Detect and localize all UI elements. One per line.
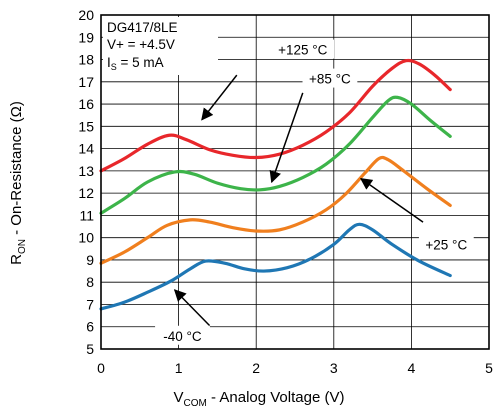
x-axis-label: VCOM - Analog Voltage (V) [174,389,345,409]
annotation-label: +25 °C [425,237,467,252]
info-current-value: = 5 mA [117,55,164,70]
annotation-label: -40 °C [163,329,202,344]
annotation-label-background [302,68,358,88]
y-tick-label: 13 [78,163,94,179]
condition-info-box: DG417/8LE V+ = +4.5V IS = 5 mA [103,17,218,75]
y-tick-label: 17 [78,74,94,90]
annotation-label-background [155,325,210,345]
x-axis-label-rest: - Analog Voltage (V) [207,389,345,406]
x-axis-label-main: V [174,389,184,406]
x-tick-label: 1 [175,360,183,376]
annotation-arrow [269,92,304,184]
series-layer [99,58,452,311]
y-tick-label: 20 [78,7,94,23]
annotation-arrow [359,177,424,223]
annotation-arrow [201,74,238,121]
y-tick-label: 9 [86,252,94,268]
plot-area-frame [100,14,490,350]
x-tick-label: 0 [97,360,105,376]
y-tick-label: 10 [78,230,94,246]
series-line-plusminus-125c [99,58,452,173]
y-tick-label: 19 [78,29,94,45]
series-line-minus-40c [99,222,452,311]
x-axis-tick-labels: 0 1 2 3 4 5 [97,360,493,376]
x-tick-label: 5 [485,360,493,376]
info-part-number: DG417/8LE [107,20,178,35]
x-tick-label: 4 [408,360,416,376]
info-current-symbol: I [107,55,111,70]
y-axis-label-rest: - On-Resistance (Ω) [8,101,25,239]
series-line-plusminus-85c [99,95,452,215]
y-tick-label: 18 [78,52,94,68]
y-tick-label: 8 [86,274,94,290]
info-box-background [103,17,218,75]
y-tick-label: 12 [78,185,94,201]
annotation-label-background [271,39,335,59]
series-line-plusminus-25c [99,155,452,265]
annotation-arrow [173,289,211,327]
temperature-annotations: +125 °C +85 °C +25 °C -40 °C [155,39,474,345]
y-tick-label: 7 [86,296,94,312]
x-tick-label: 2 [252,360,260,376]
x-tick-label: 3 [330,360,338,376]
y-tick-label: 5 [86,341,94,357]
info-current-subscript: S [111,62,117,72]
y-tick-label: 15 [78,118,94,134]
y-tick-label: 11 [79,207,94,223]
y-axis-label-main: R [8,254,25,265]
y-tick-label: 16 [78,96,94,112]
y-axis-label-subscript: ON [17,239,28,254]
y-tick-label: 14 [78,141,94,157]
info-source-current: IS = 5 mA [107,55,164,72]
y-axis-label: RON - On-Resistance (Ω) [8,101,28,265]
annotation-label: +125 °C [278,43,328,58]
info-supply-voltage: V+ = +4.5V [107,37,175,52]
y-axis-tick-labels: 5 6 7 8 9 10 11 12 13 14 15 16 17 18 19 20 [78,7,94,357]
y-tick-label: 6 [86,319,94,335]
annotation-label-background [418,234,474,254]
x-axis-label-subscript: COM [184,398,207,409]
annotation-label: +85 °C [309,72,351,87]
